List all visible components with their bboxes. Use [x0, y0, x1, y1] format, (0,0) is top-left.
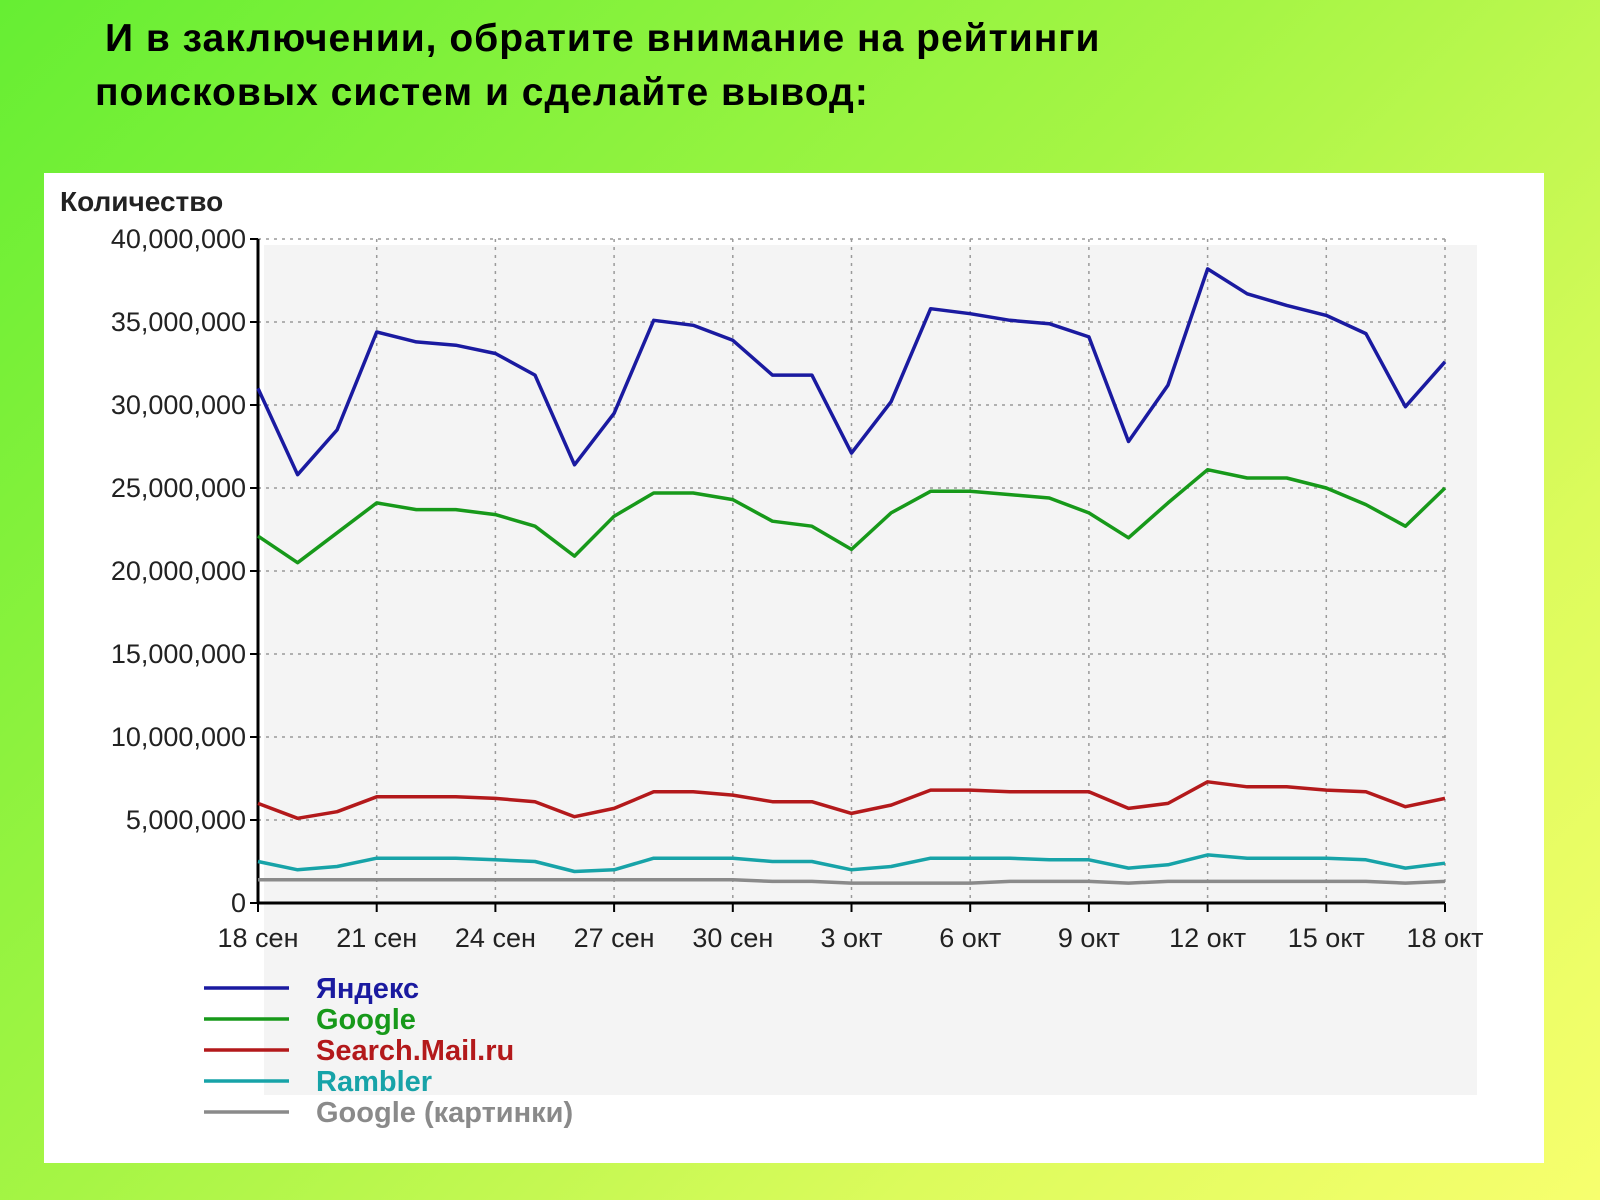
- slide-title: И в заключении, обратите внимание на рей…: [95, 12, 1395, 120]
- y-tick-label: 30,000,000: [111, 390, 246, 420]
- slide-title-line-1: И в заключении, обратите внимание на рей…: [105, 17, 1101, 60]
- x-tick-label: 18 окт: [1406, 923, 1483, 953]
- series-line-1: [257, 467, 1447, 565]
- legend-label: Rambler: [316, 1066, 432, 1098]
- series-line-0: [256, 267, 1447, 477]
- series-line-2: [257, 780, 1446, 821]
- y-tick-label: 0: [231, 888, 246, 918]
- y-tick-label: 5,000,000: [126, 805, 246, 835]
- legend-label: Google (картинки): [316, 1097, 573, 1129]
- x-tick-label: 6 окт: [939, 923, 1001, 953]
- x-tick-label: 12 окт: [1169, 923, 1246, 953]
- slide-title-line-2: поисковых систем и сделайте вывод:: [95, 71, 869, 114]
- x-tick-label: 30 сен: [692, 923, 773, 953]
- y-tick-label: 35,000,000: [111, 307, 246, 337]
- y-tick-label: 10,000,000: [111, 722, 246, 752]
- legend-label: Google: [316, 1004, 416, 1036]
- x-tick-label: 21 сен: [336, 923, 417, 953]
- plot-area: [264, 245, 1477, 1095]
- series-line-3: [257, 853, 1446, 874]
- series-lines: [256, 267, 1447, 885]
- x-tick-label: 3 окт: [820, 923, 882, 953]
- x-tick-label: 9 окт: [1058, 923, 1120, 953]
- x-tick-label: 15 окт: [1288, 923, 1365, 953]
- y-tick-label: 15,000,000: [111, 639, 246, 669]
- line-chart: 0 5,000,000 10,000,000 15,000,000 20,000,000…: [60, 186, 1484, 1129]
- y-tick-label: 40,000,000: [111, 224, 246, 254]
- x-tick-label: 18 сен: [218, 923, 299, 953]
- y-axis-label: Количество: [60, 186, 223, 217]
- chart-panel: 0 5,000,000 10,000,000 15,000,000 20,000,000…: [44, 173, 1544, 1163]
- series-line-4: [258, 878, 1446, 885]
- legend-label: Search.Mail.ru: [316, 1035, 514, 1067]
- gridlines: [258, 238, 1446, 903]
- x-tick-label: 24 сен: [455, 923, 536, 953]
- axes: 0 5,000,000 10,000,000 15,000,000 20,000,000…: [111, 224, 1484, 953]
- legend: ЯндексGoogleSearch.Mail.ruRamblerGoogle …: [204, 973, 573, 1129]
- x-tick-label: 27 сен: [574, 923, 655, 953]
- legend-label: Яндекс: [316, 973, 419, 1005]
- y-tick-label: 20,000,000: [111, 556, 246, 586]
- y-tick-label: 25,000,000: [111, 473, 246, 503]
